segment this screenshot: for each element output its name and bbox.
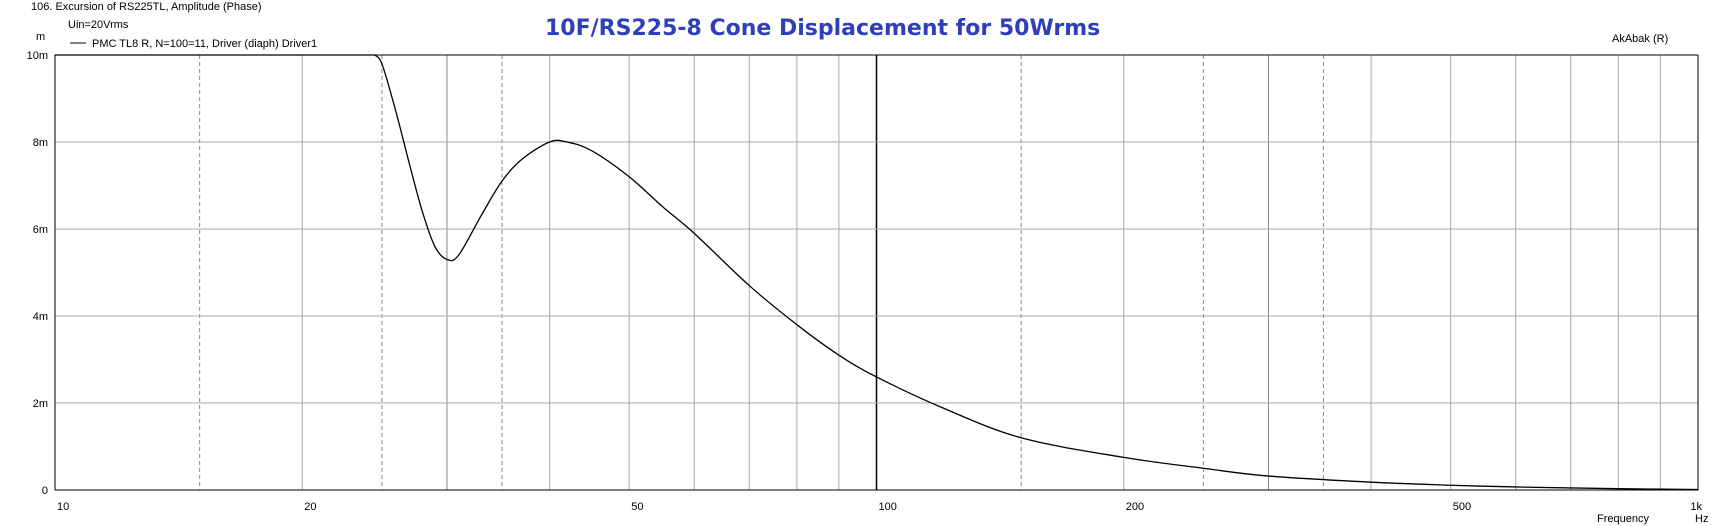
condition-label: Uin=20Vrms [68,19,129,31]
x-tick-label: 200 [1126,501,1144,513]
legend-entry: PMC TL8 R, N=100=11, Driver (diaph) Driv… [92,38,317,50]
x-tick-label: 50 [631,501,643,513]
y-tick-label: 8m [33,137,48,149]
x-tick-label: 100 [879,501,897,513]
y-tick-label: 10m [27,50,48,62]
chart-title: 10F/RS225-8 Cone Displacement for 50Wrms [545,16,1100,41]
x-axis-unit: Hz [1695,513,1708,525]
window-title: 106. Excursion of RS225TL, Amplitude (Ph… [31,1,262,13]
series-line-driver1 [55,54,1699,491]
x-tick-label: 10 [57,501,69,513]
grid [55,54,1698,491]
y-tick-label: 4m [33,311,48,323]
y-unit-label: m [36,31,45,43]
y-tick-label: 2m [33,398,48,410]
x-axis-title: Frequency [1597,513,1649,525]
y-tick-label: 6m [33,224,48,236]
x-tick-label: 1k [1690,501,1702,513]
plot-frame [54,54,1699,491]
software-label: AkAbak (R) [1612,33,1668,45]
y-tick-label: 0 [42,485,48,497]
x-tick-label: 500 [1453,501,1471,513]
x-tick-label: 20 [304,501,316,513]
axis-tick-labels: 0 2m 4m 6m 8m 10m 10 20 50 100 200 500 1k [27,50,1703,513]
